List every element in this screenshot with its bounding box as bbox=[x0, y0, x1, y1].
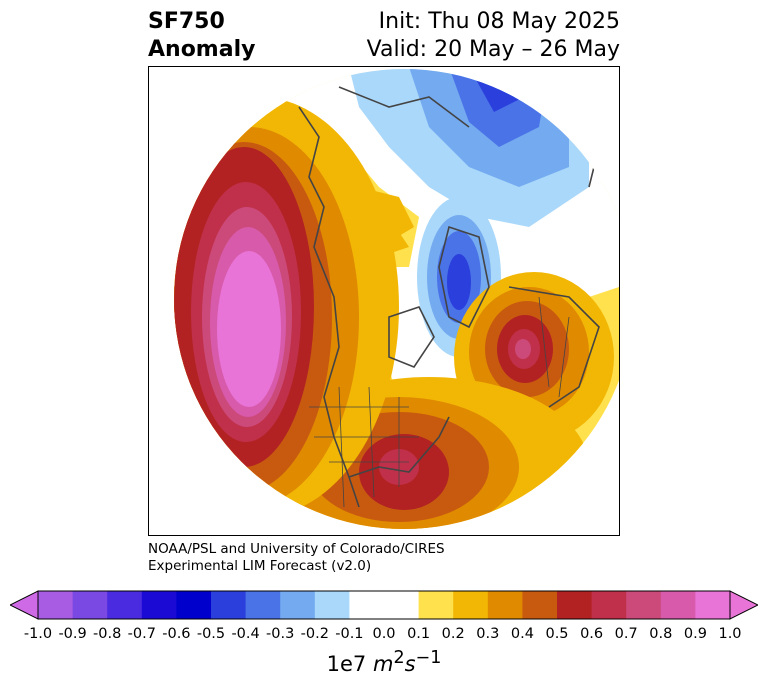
colorbar-bin bbox=[384, 591, 420, 619]
colorbar-ticks: -1.0 -0.9 -0.8 -0.7 -0.6 -0.5 -0.4 -0.3 -0.2 -0.1… bbox=[0, 626, 768, 646]
colorbar-tick-label: -0.1 bbox=[335, 626, 364, 642]
colorbar-tick-label: 0.0 bbox=[372, 626, 396, 642]
colorbar-tick-label: 0.5 bbox=[545, 626, 569, 642]
colorbar-tick-label: 0.2 bbox=[441, 626, 465, 642]
units-m: m bbox=[372, 652, 394, 676]
colorbar-tick-label: 0.1 bbox=[407, 626, 431, 642]
colorbar-bin bbox=[314, 591, 350, 619]
colorbar-bin bbox=[522, 591, 558, 619]
colorbar-tick-label: -1.0 bbox=[23, 626, 53, 642]
colorbar-bin bbox=[557, 591, 593, 619]
units-scale: 1e7 bbox=[326, 652, 373, 676]
units-s: s bbox=[404, 652, 416, 676]
credit-product: Experimental LIM Forecast (v2.0) bbox=[148, 558, 372, 574]
colorbar-bin bbox=[487, 591, 523, 619]
colorbar-bin bbox=[72, 591, 108, 619]
init-date: Init: Thu 08 May 2025 bbox=[378, 9, 620, 34]
colorbar-under-extension bbox=[8, 590, 39, 620]
colorbar-bin bbox=[453, 591, 489, 619]
colorbar-tick-label: 0.6 bbox=[580, 626, 604, 642]
title-field-type: Anomaly bbox=[148, 37, 256, 62]
colorbar-bin bbox=[107, 591, 143, 619]
data-credit: NOAA/PSL and University of Colorado/CIRE… bbox=[148, 541, 445, 575]
valid-range: Valid: 20 May – 26 May bbox=[366, 37, 620, 62]
units-m-exp: 2 bbox=[393, 648, 405, 668]
colorbar-units: 1e7 m2s−1 bbox=[0, 648, 768, 676]
colorbar-tick-label: -0.3 bbox=[266, 626, 295, 642]
units-s-exp: −1 bbox=[415, 648, 442, 668]
colorbar-tick-label: -0.2 bbox=[300, 626, 329, 642]
colorbar-tick-label: 0.7 bbox=[614, 626, 638, 642]
colorbar-bin bbox=[695, 591, 731, 619]
colorbar bbox=[8, 590, 760, 620]
colorbar-over-extension bbox=[729, 590, 760, 620]
colorbar-tick-label: 0.3 bbox=[476, 626, 500, 642]
colorbar-frame bbox=[37, 590, 731, 620]
colorbar-tick-label: -0.8 bbox=[93, 626, 122, 642]
colorbar-bin bbox=[38, 591, 74, 619]
colorbar-bin bbox=[349, 591, 385, 619]
colorbar-bin bbox=[660, 591, 696, 619]
colorbar-tick-label: 0.8 bbox=[649, 626, 673, 642]
colorbar-tick-label: -0.7 bbox=[127, 626, 156, 642]
colorbar-bin bbox=[418, 591, 454, 619]
colorbar-tick-label: 0.9 bbox=[683, 626, 707, 642]
colorbar-bin bbox=[245, 591, 281, 619]
colorbar-tick-label: -0.9 bbox=[58, 626, 87, 642]
colorbar-bin bbox=[280, 591, 316, 619]
colorbar-bin bbox=[591, 591, 627, 619]
colorbar-bin bbox=[176, 591, 212, 619]
colorbar-bin bbox=[211, 591, 247, 619]
colorbar-tick-label: -0.6 bbox=[162, 626, 191, 642]
colorbar-tick-label: 1.0 bbox=[718, 626, 742, 642]
colorbar-tick-label: -0.5 bbox=[196, 626, 226, 642]
colorbar-tick-label: -0.4 bbox=[231, 626, 260, 642]
polar-map bbox=[148, 66, 620, 536]
forecast-dates: Init: Thu 08 May 2025 Valid: 20 May – 26… bbox=[367, 8, 620, 64]
credit-organization: NOAA/PSL and University of Colorado/CIRE… bbox=[148, 541, 445, 557]
colorbar-tick-label: 0.4 bbox=[510, 626, 534, 642]
anomaly-field bbox=[174, 69, 619, 529]
colorbar-bin bbox=[626, 591, 662, 619]
map-title: SF750 Anomaly bbox=[148, 8, 255, 64]
colorbar-bin bbox=[141, 591, 177, 619]
colorbar-graphic bbox=[8, 590, 760, 620]
title-variable: SF750 bbox=[148, 9, 225, 34]
